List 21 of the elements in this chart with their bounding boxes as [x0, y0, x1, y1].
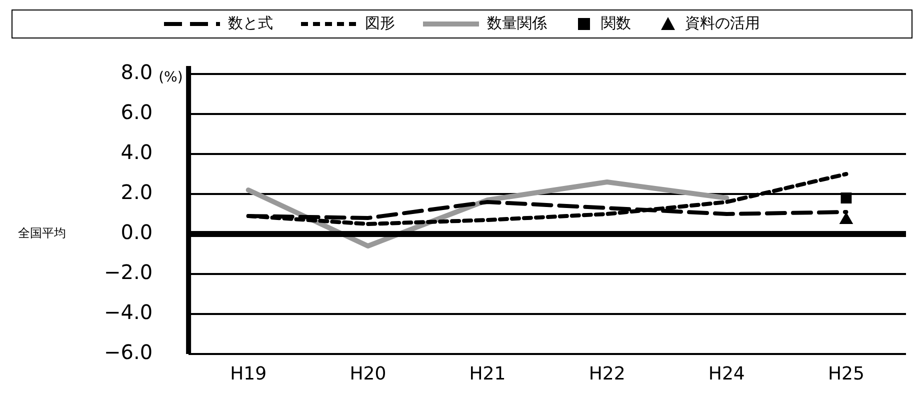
- legend-label: 図形: [365, 14, 395, 32]
- x-tick-label: H21: [469, 363, 506, 384]
- y-tick-label: −6.0: [104, 340, 153, 364]
- y-tick-label: 0.0: [120, 220, 153, 244]
- y-tick-label: −4.0: [104, 300, 153, 324]
- x-tick-label: H22: [588, 363, 626, 384]
- y-axis-title: 全国平均: [18, 226, 66, 240]
- x-tick-label: H20: [350, 363, 386, 384]
- y-tick-label: 2.0: [120, 180, 153, 204]
- y-tick-label: −2.0: [104, 260, 153, 284]
- y-tick-label: 6.0: [120, 100, 153, 124]
- legend-label: 関数: [601, 14, 631, 32]
- x-tick-label: H19: [230, 363, 267, 384]
- legend-label: 数量関係: [487, 14, 547, 32]
- x-tick-label: H24: [708, 363, 745, 384]
- legend-label: 数と式: [228, 14, 273, 32]
- x-tick-label: H25: [828, 363, 864, 384]
- y-tick-label: 8.0: [120, 60, 153, 84]
- legend-label: 資料の活用: [685, 14, 760, 32]
- y-tick-label: 4.0: [120, 140, 153, 164]
- text: (%): [158, 70, 183, 86]
